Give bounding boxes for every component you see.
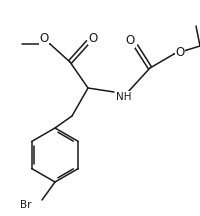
Text: O: O	[175, 46, 184, 59]
Text: O: O	[88, 32, 97, 44]
Text: O: O	[125, 35, 134, 48]
Text: O: O	[39, 32, 48, 46]
Text: NH: NH	[116, 92, 131, 102]
Text: Br: Br	[20, 200, 32, 210]
